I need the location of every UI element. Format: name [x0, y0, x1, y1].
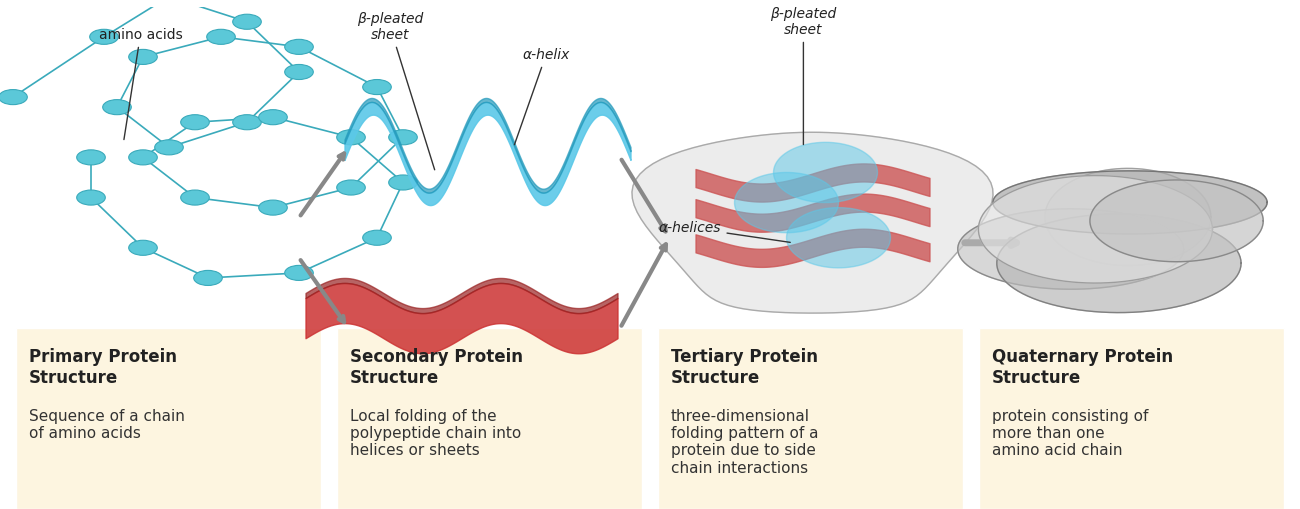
Polygon shape [958, 209, 1184, 289]
Text: α-helices: α-helices [659, 221, 790, 242]
Ellipse shape [181, 115, 209, 130]
Polygon shape [1045, 168, 1210, 266]
Text: three-dimensional
folding pattern of a
protein due to side
chain interactions: three-dimensional folding pattern of a p… [671, 409, 818, 476]
Polygon shape [993, 171, 1268, 234]
FancyBboxPatch shape [658, 328, 963, 509]
Text: Quaternary Protein
Structure: Quaternary Protein Structure [992, 348, 1173, 387]
Polygon shape [774, 143, 878, 203]
FancyBboxPatch shape [979, 328, 1284, 509]
Polygon shape [997, 214, 1242, 313]
Ellipse shape [103, 100, 131, 115]
Ellipse shape [259, 200, 287, 215]
Ellipse shape [363, 79, 391, 95]
Text: Secondary Protein
Structure: Secondary Protein Structure [350, 348, 523, 387]
Ellipse shape [285, 65, 313, 79]
FancyBboxPatch shape [16, 328, 321, 509]
Polygon shape [632, 132, 993, 313]
Polygon shape [979, 176, 1213, 283]
Ellipse shape [363, 230, 391, 245]
Text: Sequence of a chain
of amino acids: Sequence of a chain of amino acids [29, 409, 185, 441]
Text: Primary Protein
Structure: Primary Protein Structure [29, 348, 177, 387]
Ellipse shape [77, 190, 105, 205]
Text: protein consisting of
more than one
amino acid chain: protein consisting of more than one amin… [992, 409, 1148, 458]
Ellipse shape [0, 90, 27, 105]
Ellipse shape [259, 109, 287, 125]
Ellipse shape [233, 115, 261, 130]
Ellipse shape [90, 30, 118, 44]
Ellipse shape [233, 14, 261, 30]
FancyBboxPatch shape [337, 328, 642, 509]
Text: Local folding of the
polypeptide chain into
helices or sheets: Local folding of the polypeptide chain i… [350, 409, 521, 458]
Text: β-pleated
sheet: β-pleated sheet [771, 7, 836, 145]
Polygon shape [1089, 180, 1264, 262]
Ellipse shape [181, 190, 209, 205]
Ellipse shape [337, 130, 365, 145]
Ellipse shape [155, 0, 183, 4]
Ellipse shape [129, 49, 157, 65]
Polygon shape [734, 173, 838, 233]
Ellipse shape [155, 140, 183, 155]
Ellipse shape [77, 150, 105, 165]
Text: Tertiary Protein
Structure: Tertiary Protein Structure [671, 348, 818, 387]
Text: β-pleated
sheet: β-pleated sheet [358, 12, 434, 170]
Ellipse shape [129, 240, 157, 256]
Ellipse shape [129, 150, 157, 165]
Ellipse shape [285, 39, 313, 54]
Ellipse shape [285, 265, 313, 280]
Ellipse shape [194, 270, 222, 286]
Ellipse shape [207, 30, 235, 44]
Text: α-helix: α-helix [515, 48, 569, 145]
Polygon shape [786, 208, 891, 268]
Ellipse shape [389, 175, 417, 190]
Ellipse shape [389, 130, 417, 145]
Text: amino acids: amino acids [99, 28, 182, 139]
Ellipse shape [337, 180, 365, 195]
